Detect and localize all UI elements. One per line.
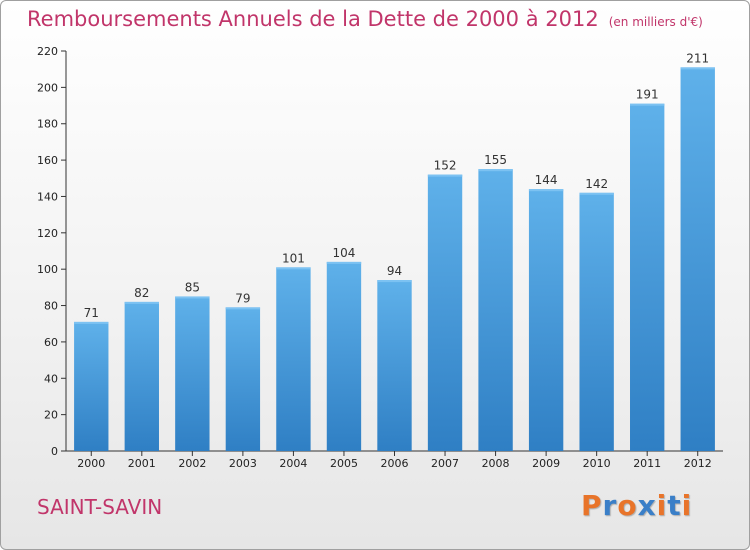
bar-2009 xyxy=(528,189,564,451)
bar-2012 xyxy=(680,67,715,451)
y-axis: 0 20 40 60 80 100 120 140 160 180 200 220 xyxy=(37,45,67,458)
bar-top-2006 xyxy=(377,280,412,283)
bar-top-2011 xyxy=(630,103,665,106)
bar-2008 xyxy=(478,169,513,451)
chart-title: Remboursements Annuels de la Dette de 20… xyxy=(27,7,703,31)
x-tick-label-2010: 2010 xyxy=(583,457,611,470)
logo-letter: t xyxy=(667,489,682,522)
logo-letter: x xyxy=(637,489,657,522)
bar-2004 xyxy=(276,267,311,451)
bar-2002 xyxy=(175,296,210,451)
y-tick-label: 180 xyxy=(37,118,58,131)
x-axis: 2000 2001 2002 2003 2004 2005 2006 2007 2008 2009… xyxy=(66,450,723,470)
bar-top-2002 xyxy=(175,296,210,299)
y-tick-label: 140 xyxy=(37,190,58,203)
bar-2001 xyxy=(124,301,159,451)
y-tick-label: 80 xyxy=(44,300,58,313)
bar-top-2008 xyxy=(478,169,513,172)
bar-top-2012 xyxy=(680,67,715,70)
data-label-2010: 142 xyxy=(585,177,608,191)
bar-2007 xyxy=(427,174,463,452)
bar-2006 xyxy=(377,280,412,451)
bar-top-2001 xyxy=(124,301,159,304)
bar-2000 xyxy=(74,321,109,451)
data-label-2000: 71 xyxy=(84,306,99,320)
x-tick-label-2004: 2004 xyxy=(279,457,307,470)
y-tick-label: 200 xyxy=(37,81,58,94)
data-label-2008: 155 xyxy=(484,153,507,167)
bar-top-2000 xyxy=(74,321,109,324)
bar-top-2005 xyxy=(326,261,362,264)
x-tick-label-2009: 2009 xyxy=(532,457,560,470)
x-tick-label-2000: 2000 xyxy=(77,457,105,470)
logo-letter: P xyxy=(581,489,603,522)
x-tick-label-2011: 2011 xyxy=(633,457,661,470)
data-label-2001: 82 xyxy=(134,286,149,300)
y-tick-label: 220 xyxy=(37,45,58,58)
bar-top-2010 xyxy=(579,192,614,195)
x-tick-label-2002: 2002 xyxy=(178,457,206,470)
data-label-2011: 191 xyxy=(636,88,659,102)
bar-2005 xyxy=(326,261,362,451)
x-tick-label-2007: 2007 xyxy=(431,457,459,470)
logo-letter: r xyxy=(602,489,618,522)
bar-top-2004 xyxy=(276,267,311,270)
bar-top-2003 xyxy=(225,307,261,310)
proxiti-logo[interactable]: Proxiti xyxy=(581,489,692,522)
data-label-2012: 211 xyxy=(686,51,709,65)
data-labels: 71 82 85 79 101 104 94 152 155 144 142 191 211 xyxy=(84,51,710,320)
data-label-2006: 94 xyxy=(387,264,402,278)
y-tick-label: 20 xyxy=(44,409,58,422)
data-label-2007: 152 xyxy=(434,159,457,173)
x-tick-label-2001: 2001 xyxy=(128,457,156,470)
commune-name: SAINT-SAVIN xyxy=(37,495,163,519)
chart-unit: (en milliers d'€) xyxy=(608,15,703,29)
data-label-2005: 104 xyxy=(333,246,356,260)
x-tick-label-2008: 2008 xyxy=(482,457,510,470)
logo-letter: o xyxy=(617,489,638,522)
logo-letter: i xyxy=(681,489,693,522)
bar-2010 xyxy=(579,192,614,451)
bar-top-2009 xyxy=(528,189,564,192)
y-tick-label: 100 xyxy=(37,263,58,276)
y-tick-label: 0 xyxy=(51,445,58,458)
x-tick-label-2005: 2005 xyxy=(330,457,358,470)
chart-title-text: Remboursements Annuels de la Dette de 20… xyxy=(27,7,599,31)
data-label-2003: 79 xyxy=(235,291,250,305)
y-tick-label: 160 xyxy=(37,154,58,167)
x-tick-label-2003: 2003 xyxy=(229,457,257,470)
logo-letter: i xyxy=(656,489,668,522)
data-label-2004: 101 xyxy=(282,251,305,265)
bar-top-2007 xyxy=(427,174,463,177)
y-tick-label: 60 xyxy=(44,336,58,349)
y-tick-label: 120 xyxy=(37,227,58,240)
x-tick-label-2012: 2012 xyxy=(684,457,712,470)
y-tick-label: 40 xyxy=(44,372,58,385)
bar-2003 xyxy=(225,307,261,451)
bar-2011 xyxy=(630,103,665,452)
data-label-2002: 85 xyxy=(185,280,200,294)
data-label-2009: 144 xyxy=(535,173,558,187)
bars xyxy=(74,67,715,452)
x-tick-label-2006: 2006 xyxy=(381,457,409,470)
